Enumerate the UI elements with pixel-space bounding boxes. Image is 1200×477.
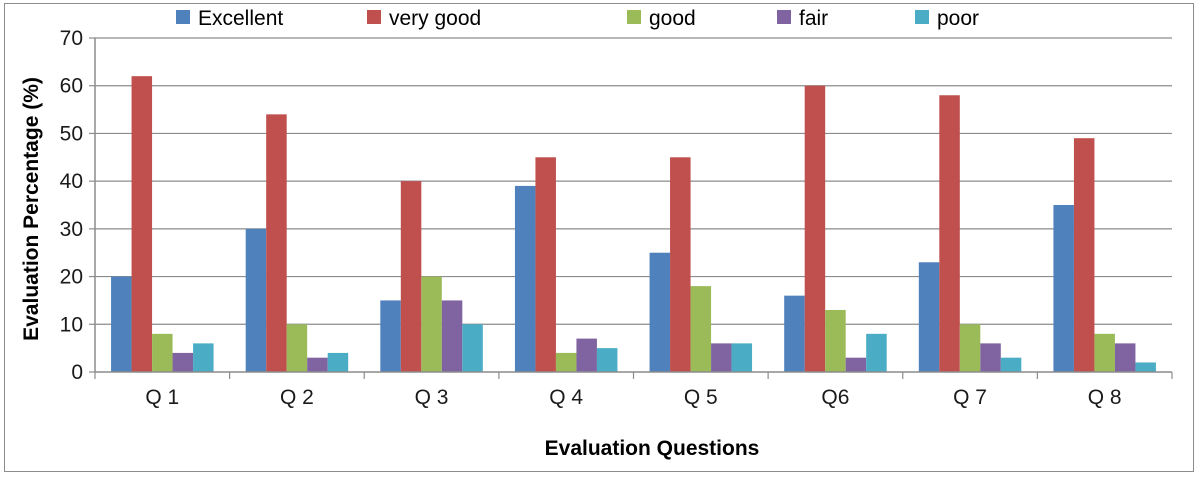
y-tick-labels: 0 10 20 30 40 50 60 70 (60, 27, 83, 384)
bar-poor-q8 (1135, 362, 1156, 372)
y-tick-label: 20 (60, 266, 83, 289)
bar-poor-q7 (1000, 357, 1022, 372)
legend-label: good (649, 7, 696, 30)
bar-very-good-q4 (535, 157, 556, 372)
bar-very-good-q5 (670, 157, 691, 372)
legend-label: poor (937, 7, 979, 30)
y-tick-label: 30 (60, 218, 83, 241)
chart-frame (4, 3, 1194, 472)
bar-excellent-q8 (1053, 205, 1074, 372)
bar-good-q8 (1094, 333, 1115, 372)
bar-good-q6 (825, 309, 846, 372)
bar-very-good-q1 (131, 76, 153, 373)
bar-fair-q7 (980, 343, 1001, 372)
legend-swatch (627, 10, 641, 24)
bar-fair-q5 (711, 343, 732, 372)
bar-poor-q1 (193, 343, 214, 372)
x-tick-label: Q 8 (1088, 386, 1122, 409)
bar-excellent-q4 (514, 185, 536, 372)
bar-fair-q2 (307, 357, 328, 372)
bar-excellent-q1 (111, 276, 132, 372)
x-tick-label: Q 1 (145, 386, 179, 409)
bar-poor-q3 (462, 324, 483, 372)
bar-very-good-q7 (939, 95, 960, 372)
bar-good-q2 (286, 324, 308, 372)
x-tick-label: Q 2 (280, 386, 314, 409)
bar-fair-q1 (172, 352, 194, 372)
bar-poor-q6 (866, 333, 887, 372)
bars (111, 76, 1156, 373)
x-tick-label: Q 7 (953, 386, 987, 409)
legend-swatch (915, 10, 929, 24)
bar-poor-q2 (327, 352, 349, 372)
legend-label: Excellent (198, 7, 283, 30)
x-axis-title: Evaluation Questions (545, 437, 760, 460)
bar-excellent-q2 (245, 228, 267, 372)
bar-good-q3 (421, 276, 442, 372)
x-tick-labels: Q 1 Q 2 Q 3 Q 4 Q 5 Q6 Q 7 Q 8 (145, 386, 1121, 409)
bar-good-q7 (959, 324, 981, 372)
y-tick-label: 50 (60, 122, 83, 145)
y-axis-title: Evaluation Percentage (%) (20, 77, 43, 341)
bar-very-good-q2 (266, 114, 287, 372)
x-tick-label: Q 4 (549, 386, 583, 409)
axes (89, 37, 1173, 379)
bar-good-q5 (690, 286, 712, 372)
x-tick-label: Q 5 (684, 386, 718, 409)
legend-label: fair (799, 7, 828, 30)
bar-very-good-q8 (1073, 138, 1095, 372)
bar-fair-q8 (1114, 343, 1136, 372)
bar-excellent-q7 (918, 262, 940, 372)
bar-excellent-q3 (380, 300, 401, 372)
bar-poor-q5 (731, 343, 753, 372)
bar-good-q1 (152, 333, 173, 372)
y-tick-label: 0 (71, 361, 83, 384)
bar-excellent-q6 (784, 295, 805, 372)
y-tick-label: 10 (60, 313, 83, 336)
bar-very-good-q3 (400, 181, 422, 372)
bar-excellent-q5 (649, 252, 671, 372)
bar-fair-q3 (441, 300, 463, 372)
bar-fair-q6 (845, 357, 867, 372)
x-tick-label: Q 3 (415, 386, 449, 409)
legend-label: very good (389, 7, 481, 30)
y-tick-label: 60 (60, 75, 83, 98)
y-tick-label: 70 (60, 27, 83, 50)
bar-poor-q4 (596, 348, 618, 372)
bar-very-good-q6 (804, 85, 826, 372)
legend-swatch (367, 10, 381, 24)
legend-swatch (176, 10, 190, 24)
y-tick-label: 40 (60, 170, 83, 193)
bar-fair-q4 (576, 338, 597, 372)
legend: Excellent very good good fair poor (176, 7, 979, 30)
bar-good-q4 (555, 352, 577, 372)
legend-swatch (777, 10, 791, 24)
x-tick-label: Q6 (821, 386, 849, 409)
